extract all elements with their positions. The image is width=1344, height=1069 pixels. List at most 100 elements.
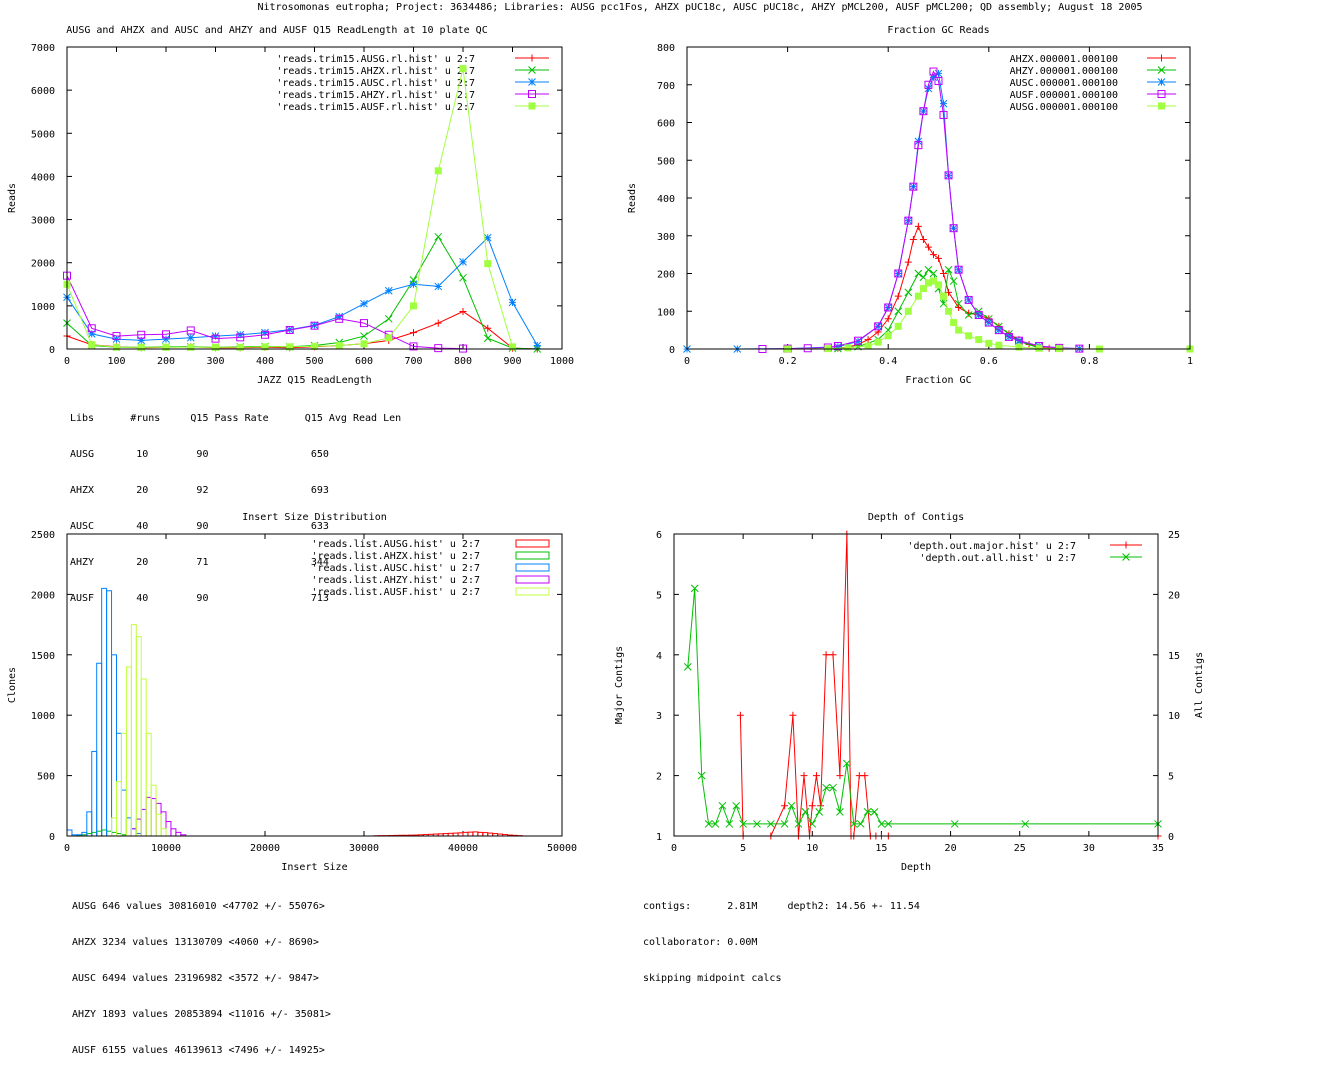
data-point — [435, 167, 442, 174]
y-tick-label: 4 — [656, 651, 662, 662]
plus-marker — [930, 251, 937, 258]
bar — [102, 830, 107, 836]
readlength-table-header: Libs #runs Q15 Pass Rate Q15 Avg Read Le… — [70, 413, 401, 425]
x-marker — [726, 820, 733, 827]
bar — [151, 785, 156, 836]
data-point — [163, 336, 170, 343]
legend-entry: 'depth.out.major.hist' u 2:7 — [907, 541, 1076, 552]
y-tick-label: 6 — [656, 530, 662, 541]
bar — [92, 751, 97, 836]
bar — [131, 625, 136, 836]
filled-box-marker — [212, 344, 219, 351]
data-point — [385, 334, 392, 341]
x-tick-label: 500 — [305, 356, 323, 367]
y-tick-label: 3000 — [31, 216, 55, 227]
legend-marker — [1158, 79, 1165, 86]
x-marker — [484, 335, 491, 342]
insert-stat-line: AHZX 3234 values 13130709 <4060 +/- 8690… — [72, 937, 331, 949]
bar — [141, 809, 146, 836]
plus-marker — [737, 712, 744, 719]
y-tick-label: 0 — [49, 832, 55, 843]
x-tick-label: 15 — [875, 843, 887, 854]
star-marker — [361, 300, 368, 307]
y-axis-label: Clones — [7, 667, 18, 703]
filled-box-marker — [865, 342, 872, 349]
x-tick-label: 0.2 — [779, 356, 797, 367]
x-tick-label: 0 — [64, 843, 70, 854]
bar — [107, 591, 112, 836]
filled-box-marker — [915, 293, 922, 300]
plus-marker — [781, 802, 788, 809]
bar — [176, 832, 181, 836]
bar — [112, 818, 117, 836]
star-marker — [435, 283, 442, 290]
x-tick-label: 50000 — [547, 843, 577, 854]
chart-title: AUSG and AHZX and AUSC and AHZY and AUSF… — [66, 25, 487, 36]
data-point — [940, 270, 947, 277]
x-tick-label: 5 — [740, 843, 746, 854]
data-point — [1036, 345, 1043, 352]
filled-box-marker — [138, 344, 145, 351]
star-marker — [1158, 79, 1165, 86]
readlength-table-row: AUSC 40 90 633 — [70, 521, 401, 533]
data-point — [800, 772, 807, 779]
y-tick-label: 2 — [656, 772, 662, 783]
bar — [117, 782, 122, 836]
bar — [87, 812, 92, 836]
plus-marker — [1158, 55, 1165, 62]
bar — [121, 733, 126, 836]
x-marker — [925, 266, 932, 273]
x-tick-label: 10 — [806, 843, 818, 854]
data-point — [885, 332, 892, 339]
bar — [131, 829, 136, 836]
plus-marker — [809, 802, 816, 809]
data-point — [905, 259, 912, 266]
x-tick-label: 900 — [503, 356, 521, 367]
x-marker — [950, 278, 957, 285]
data-point — [816, 808, 823, 815]
x-tick-label: 35 — [1152, 843, 1164, 854]
bar — [67, 830, 72, 836]
plus-marker — [1123, 542, 1130, 549]
y-tick-label: 1 — [656, 832, 662, 843]
bar — [141, 679, 146, 836]
data-point — [905, 289, 912, 296]
filled-box-marker — [529, 103, 536, 110]
bar — [146, 733, 151, 836]
insert-stat-line: AHZY 1893 values 20853894 <11016 +/- 350… — [72, 1009, 331, 1021]
data-point — [823, 651, 830, 658]
star-marker — [187, 334, 194, 341]
series-1 — [834, 223, 1052, 352]
y2-tick-label: 25 — [1168, 530, 1180, 541]
plus-marker — [823, 651, 830, 658]
filled-box-marker — [950, 319, 957, 326]
depth-stat-line: collaborator: 0.00M — [643, 937, 920, 949]
x-tick-label: 1 — [1187, 356, 1193, 367]
data-point — [830, 651, 837, 658]
filled-box-marker — [460, 65, 467, 72]
data-point — [361, 333, 368, 340]
data-point — [534, 342, 541, 349]
legend-entry: 'depth.out.all.hist' u 2:7 — [919, 553, 1076, 564]
data-point — [905, 308, 912, 315]
data-point — [435, 283, 442, 290]
series-4 — [131, 797, 185, 836]
y-tick-label: 2500 — [31, 530, 55, 541]
data-point — [955, 304, 962, 311]
x-marker — [816, 808, 823, 815]
y2-tick-label: 15 — [1168, 651, 1180, 662]
y2-tick-label: 10 — [1168, 711, 1180, 722]
filled-box-marker — [995, 342, 1002, 349]
data-point — [781, 802, 788, 809]
y2-tick-label: 5 — [1168, 772, 1174, 783]
data-point — [915, 293, 922, 300]
readlength-table-row: AUSG 10 90 650 — [70, 449, 401, 461]
plus-marker — [800, 772, 807, 779]
y-tick-label: 0 — [669, 345, 675, 356]
filled-box-marker — [1015, 344, 1022, 351]
bar — [107, 831, 112, 836]
y-tick-label: 1500 — [31, 651, 55, 662]
readlength-table-row: AHZX 20 92 693 — [70, 485, 401, 497]
data-point — [212, 344, 219, 351]
